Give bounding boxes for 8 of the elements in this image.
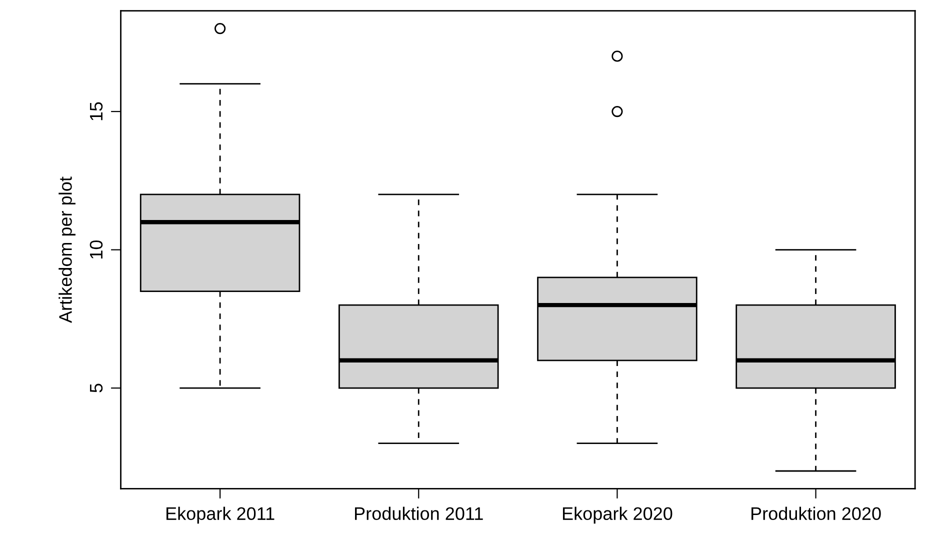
y-tick-label: 5 [90, 384, 103, 392]
x-tick-label: Ekopark 2011 [166, 506, 274, 524]
x-tick-label: Produktion 2020 [752, 506, 881, 520]
x-tick-label: Produktion 2011 [355, 506, 483, 520]
y-axis-title: Artikedom per plot [58, 176, 76, 323]
y-tick-label: 15 [90, 102, 103, 120]
y-tick-label: 10 [90, 240, 103, 258]
x-tick-label: Ekopark 2020 [562, 506, 672, 524]
